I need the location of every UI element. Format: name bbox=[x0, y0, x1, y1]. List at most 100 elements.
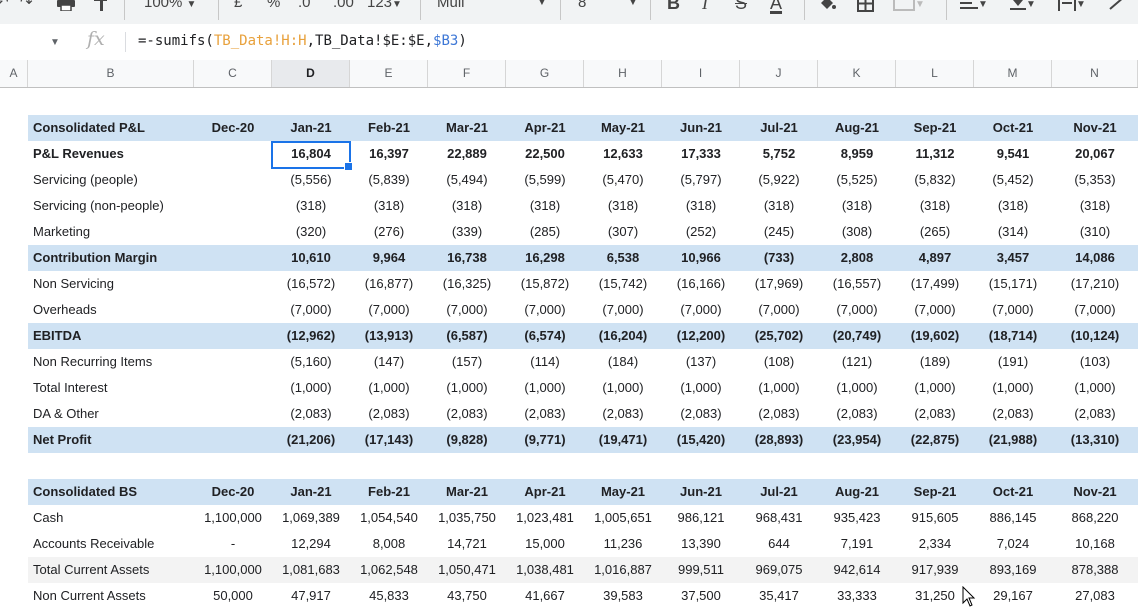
value-cell[interactable]: 12,633 bbox=[603, 146, 643, 161]
month-header[interactable]: Feb-21 bbox=[368, 120, 410, 135]
value-cell[interactable]: 2,808 bbox=[840, 250, 874, 265]
formula-input[interactable]: =-sumifs(TB_Data!H:H,TB_Data!$E:$E,$B3) bbox=[138, 33, 467, 49]
value-cell[interactable]: 1,069,389 bbox=[282, 510, 340, 525]
row-label[interactable]: Total Interest bbox=[33, 380, 108, 395]
value-cell[interactable]: 1,100,000 bbox=[204, 510, 262, 525]
value-cell[interactable]: (15,742) bbox=[598, 276, 648, 291]
value-cell[interactable]: (318) bbox=[841, 198, 873, 213]
value-cell[interactable]: (5,353) bbox=[1074, 172, 1116, 187]
value-cell[interactable]: 9,541 bbox=[996, 146, 1030, 161]
month-header[interactable]: Mar-21 bbox=[446, 120, 488, 135]
value-cell[interactable]: (16,572) bbox=[286, 276, 336, 291]
row-label[interactable]: Marketing bbox=[33, 224, 91, 239]
value-cell[interactable]: (2,083) bbox=[836, 406, 878, 421]
row-label[interactable]: Non Current Assets bbox=[33, 588, 146, 603]
undo-icon[interactable]: ↶ bbox=[0, 0, 9, 11]
value-cell[interactable]: (6,587) bbox=[446, 328, 488, 343]
row-label[interactable]: Servicing (people) bbox=[33, 172, 138, 187]
value-cell[interactable]: (318) bbox=[997, 198, 1029, 213]
print-icon[interactable] bbox=[57, 0, 75, 18]
month-header[interactable]: Mar-21 bbox=[446, 484, 488, 499]
month-header[interactable]: Jul-21 bbox=[760, 484, 798, 499]
value-cell[interactable]: (13,310) bbox=[1070, 432, 1120, 447]
value-cell[interactable]: (17,499) bbox=[910, 276, 960, 291]
value-cell[interactable]: 11,312 bbox=[915, 146, 955, 161]
value-cell[interactable]: (1,000) bbox=[836, 380, 878, 395]
value-cell[interactable]: (245) bbox=[763, 224, 795, 239]
value-cell[interactable] bbox=[194, 167, 272, 193]
row-label[interactable]: Cash bbox=[33, 510, 64, 525]
value-cell[interactable]: (1,000) bbox=[602, 380, 644, 395]
row-label[interactable]: Non Recurring Items bbox=[33, 354, 153, 369]
value-cell[interactable]: (108) bbox=[763, 354, 795, 369]
value-cell[interactable]: 1,050,471 bbox=[438, 562, 496, 577]
value-cell[interactable]: (265) bbox=[919, 224, 951, 239]
value-cell[interactable]: (1,000) bbox=[524, 380, 566, 395]
value-cell[interactable]: (7,000) bbox=[1074, 302, 1116, 317]
value-cell[interactable]: 886,145 bbox=[989, 510, 1037, 525]
month-header[interactable]: Dec-20 bbox=[211, 484, 255, 499]
value-cell[interactable]: (1,000) bbox=[446, 380, 488, 395]
value-cell[interactable]: 868,220 bbox=[1071, 510, 1119, 525]
value-cell[interactable]: 5,752 bbox=[762, 146, 796, 161]
value-cell[interactable]: 14,086 bbox=[1075, 250, 1115, 265]
value-cell[interactable]: 16,397 bbox=[369, 146, 409, 161]
value-cell[interactable] bbox=[194, 401, 272, 427]
value-cell[interactable] bbox=[194, 427, 272, 453]
column-header-d[interactable]: D bbox=[272, 60, 350, 87]
value-cell[interactable]: 1,062,548 bbox=[360, 562, 418, 577]
value-cell[interactable]: (2,083) bbox=[290, 406, 332, 421]
row-label[interactable]: Servicing (non-people) bbox=[33, 198, 164, 213]
value-cell[interactable]: (1,000) bbox=[914, 380, 956, 395]
column-header-n[interactable]: N bbox=[1052, 60, 1138, 87]
value-cell[interactable]: 10,610 bbox=[291, 250, 331, 265]
value-cell[interactable]: 47,917 bbox=[291, 588, 331, 603]
value-cell[interactable]: 7,191 bbox=[840, 536, 874, 551]
column-header-j[interactable]: J bbox=[740, 60, 818, 87]
value-cell[interactable]: (10,124) bbox=[1070, 328, 1120, 343]
column-header-g[interactable]: G bbox=[506, 60, 584, 87]
month-header[interactable]: Dec-20 bbox=[211, 120, 255, 135]
value-cell[interactable]: (5,839) bbox=[368, 172, 410, 187]
value-cell[interactable]: (147) bbox=[373, 354, 405, 369]
fill-color-icon[interactable] bbox=[818, 0, 836, 18]
column-header-k[interactable]: K bbox=[818, 60, 896, 87]
value-cell[interactable] bbox=[194, 297, 272, 323]
value-cell[interactable] bbox=[194, 193, 272, 219]
value-cell[interactable]: (285) bbox=[529, 224, 561, 239]
value-cell[interactable]: (2,083) bbox=[758, 406, 800, 421]
value-cell[interactable]: 917,939 bbox=[911, 562, 959, 577]
column-header-l[interactable]: L bbox=[896, 60, 974, 87]
value-cell[interactable]: (318) bbox=[763, 198, 795, 213]
value-cell[interactable]: 14,721 bbox=[447, 536, 487, 551]
month-header[interactable]: May-21 bbox=[600, 484, 646, 499]
value-cell[interactable]: 16,804 bbox=[291, 146, 331, 161]
value-cell[interactable]: (314) bbox=[997, 224, 1029, 239]
value-cell[interactable]: (2,083) bbox=[1074, 406, 1116, 421]
value-cell[interactable]: (121) bbox=[841, 354, 873, 369]
value-cell[interactable]: (318) bbox=[295, 198, 327, 213]
value-cell[interactable] bbox=[194, 323, 272, 349]
value-cell[interactable]: 17,333 bbox=[681, 146, 721, 161]
value-cell[interactable]: 893,169 bbox=[989, 562, 1037, 577]
column-header-c[interactable]: C bbox=[194, 60, 272, 87]
more-formats-button[interactable]: 123▼ bbox=[367, 0, 402, 18]
value-cell[interactable]: (18,714) bbox=[988, 328, 1038, 343]
value-cell[interactable]: 2,334 bbox=[918, 536, 952, 551]
value-cell[interactable]: 10,966 bbox=[681, 250, 721, 265]
value-cell[interactable] bbox=[194, 271, 272, 297]
value-cell[interactable]: 1,005,651 bbox=[594, 510, 652, 525]
paint-format-icon[interactable] bbox=[93, 0, 109, 18]
row-label[interactable]: Net Profit bbox=[33, 432, 92, 447]
font-size-select[interactable]: 8 ▼ bbox=[578, 0, 638, 18]
value-cell[interactable] bbox=[194, 219, 272, 245]
align-icon[interactable]: ▼ bbox=[960, 0, 988, 18]
bold-button[interactable]: B bbox=[667, 0, 680, 13]
value-cell[interactable]: (1,000) bbox=[368, 380, 410, 395]
month-header[interactable]: Aug-21 bbox=[834, 120, 880, 135]
section-title[interactable]: Consolidated BS bbox=[33, 484, 138, 499]
value-cell[interactable]: 16,738 bbox=[447, 250, 487, 265]
value-cell[interactable]: (7,000) bbox=[836, 302, 878, 317]
value-cell[interactable]: 878,388 bbox=[1071, 562, 1119, 577]
value-cell[interactable]: 33,333 bbox=[837, 588, 877, 603]
